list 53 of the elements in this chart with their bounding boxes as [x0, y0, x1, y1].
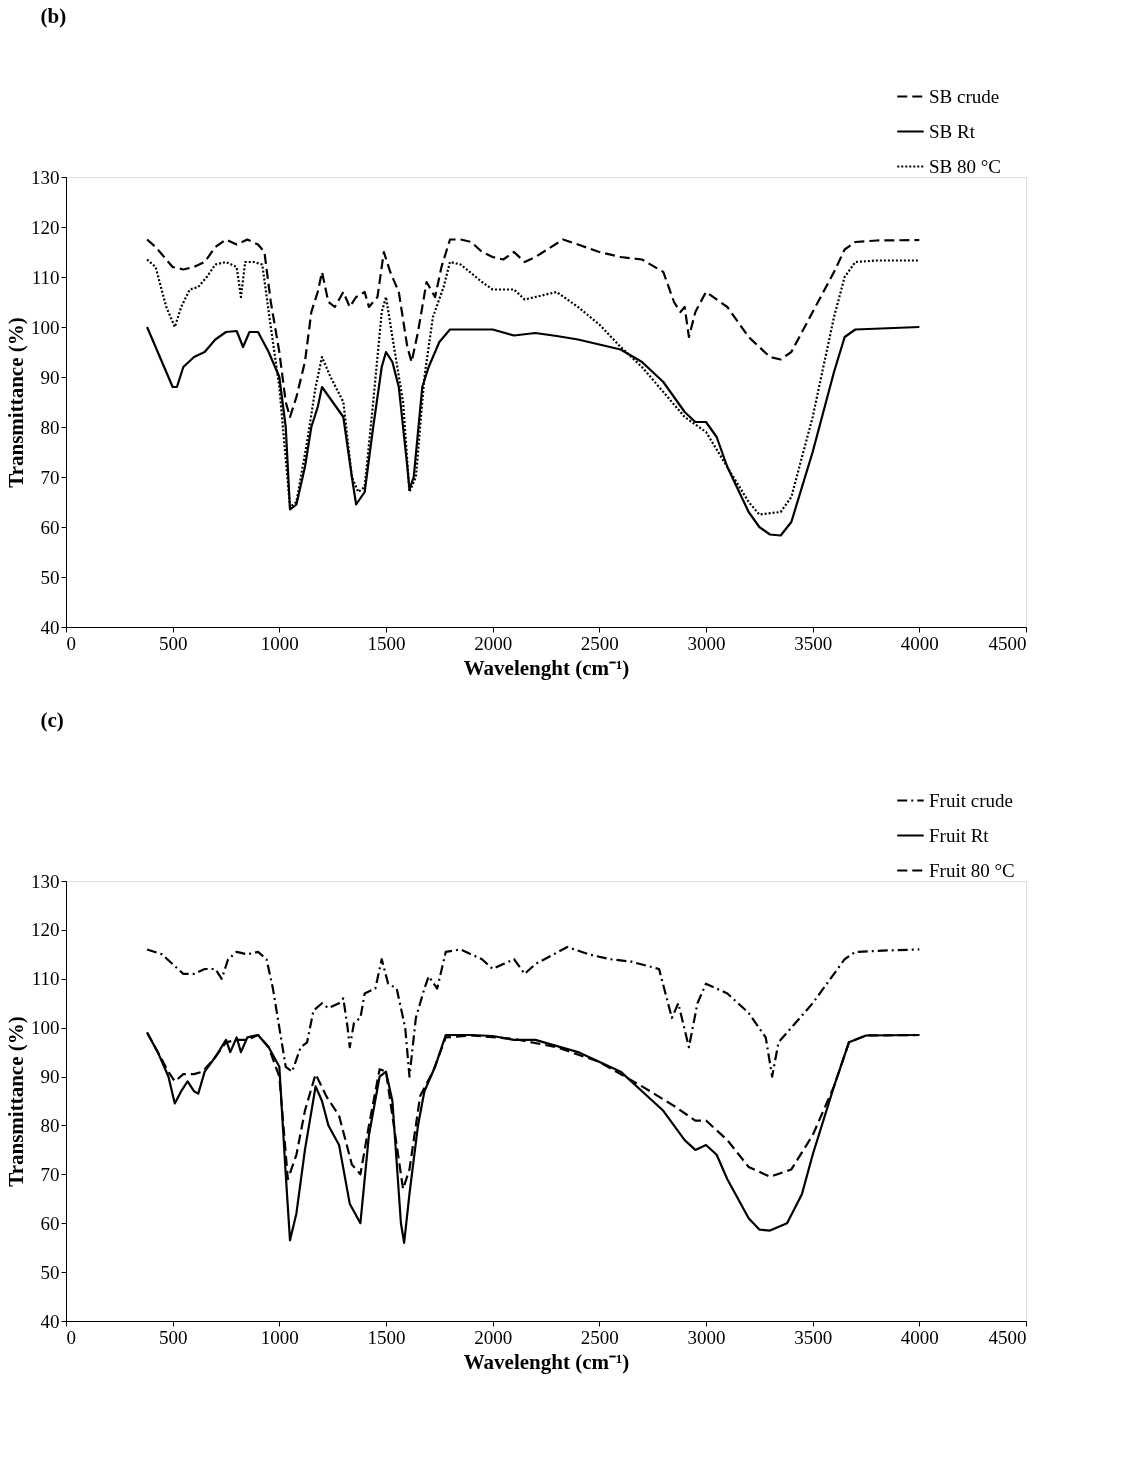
legend-label: Fruit 80 °C [929, 859, 1015, 881]
y-tick-label: 110 [31, 266, 60, 288]
y-axis-title: Transmittance (%) [4, 1016, 28, 1187]
x-tick-label: 3500 [794, 1326, 833, 1348]
y-tick-label: 70 [40, 466, 60, 488]
legend-label: SB 80 °C [929, 155, 1002, 177]
x-tick-label: 1000 [260, 1326, 299, 1348]
y-tick-label: 50 [40, 566, 60, 588]
y-axis-title: Transmittance (%) [4, 317, 28, 488]
x-tick-label: 0 [66, 1326, 76, 1348]
x-tick-label: 4000 [900, 632, 939, 654]
y-tick-label: 80 [40, 416, 60, 438]
x-tick-label: 2000 [474, 632, 513, 654]
x-tick-label: 500 [158, 1326, 188, 1348]
y-tick-label: 40 [40, 1310, 60, 1332]
x-tick-label: 1000 [260, 632, 299, 654]
y-tick-label: 40 [40, 616, 60, 638]
y-tick-label: 50 [40, 1261, 60, 1283]
y-tick-label: 60 [40, 516, 60, 538]
x-axis-title: Wavelenght (cm⁻¹) [463, 655, 630, 680]
x-tick-label: 4000 [900, 1326, 939, 1348]
y-tick-label: 100 [31, 1017, 60, 1039]
x-tick-label: 3000 [687, 1326, 726, 1348]
x-tick-label: 2500 [580, 632, 619, 654]
legend-label: SB Rt [929, 120, 976, 142]
legend-label: Fruit crude [929, 789, 1013, 811]
y-tick-label: 90 [40, 1066, 60, 1088]
x-tick-label: 500 [158, 632, 188, 654]
y-tick-label: 130 [31, 166, 60, 188]
y-tick-label: 120 [31, 919, 60, 941]
y-tick-label: 60 [40, 1212, 60, 1234]
y-tick-label: 110 [31, 968, 60, 990]
x-axis-title: Wavelenght (cm⁻¹) [463, 1349, 630, 1374]
x-tick-label: 2500 [580, 1326, 619, 1348]
x-tick-label: 3500 [794, 632, 833, 654]
x-tick-label: 0 [66, 632, 76, 654]
x-tick-label: 1500 [367, 1326, 406, 1348]
y-tick-label: 130 [31, 870, 60, 892]
chart-title: (b) [40, 4, 67, 28]
chart-title: (c) [40, 708, 64, 732]
y-tick-label: 90 [40, 366, 60, 388]
y-tick-label: 80 [40, 1114, 60, 1136]
x-tick-label: 1500 [367, 632, 406, 654]
y-tick-label: 70 [40, 1163, 60, 1185]
x-tick-label: 3000 [687, 632, 726, 654]
legend-label: Fruit Rt [929, 824, 990, 846]
line-series [145, 945, 921, 1078]
legend-label: SB crude [929, 85, 1000, 107]
x-tick-label: 4500 [988, 1326, 1027, 1348]
x-tick-label: 2000 [474, 1326, 513, 1348]
x-tick-label: 4500 [988, 632, 1027, 654]
y-tick-label: 120 [31, 216, 60, 238]
y-tick-label: 100 [31, 316, 60, 338]
